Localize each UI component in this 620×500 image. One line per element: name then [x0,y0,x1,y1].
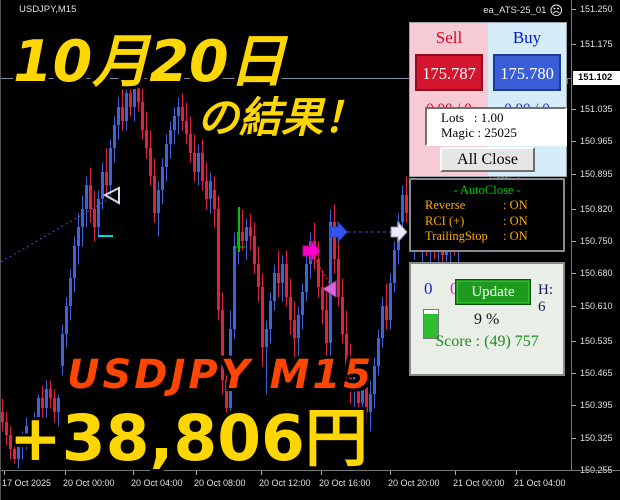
price-tick [572,141,576,142]
update-button[interactable]: Update [455,279,531,305]
time-tick [516,471,517,475]
overlay-title-result: の結果！ [197,93,366,142]
price-tick [572,109,576,110]
reverse-label: Reverse [425,198,466,212]
price-tick [572,306,576,307]
time-tick [133,471,134,475]
price-tick-label: 150.395 [580,399,613,410]
price-tick [572,44,576,45]
progress-percent-label: 9 % [474,311,500,328]
price-axis[interactable]: 151.102 151.250 151.175 151.035 150.965 150.… [571,0,620,475]
price-tick-label: 151.175 [580,38,613,49]
reverse-value: : ON [503,198,528,212]
price-tick-label: 150.750 [580,235,613,246]
price-tick [572,273,576,274]
score-label: Score : (49) 757 [435,333,539,350]
time-tick-label: 20 Oct 00:00 [63,478,115,488]
price-tick [572,241,576,242]
h-counter-label: H: 6 [538,282,553,315]
counter-magenta: 0 [450,279,459,299]
magic-line: Magic : 25025 [441,125,517,140]
update-panel: 0 0 Update H: 6 9 % Score : (49) 757 [409,262,565,376]
sell-price-button[interactable]: 175.787 [415,54,483,91]
ea-name-text: ea_ATS-25_01 [483,5,547,16]
price-tick-label: 150.965 [580,135,613,146]
time-tick [321,471,322,475]
time-axis[interactable]: 17 Oct 2025 20 Oct 00:00 20 Oct 04:00 20 Oc… [1,470,620,500]
overlay-profit-banner: +38,806円 [9,402,368,475]
price-tick-label: 150.820 [580,203,613,214]
buy-header: Buy [512,28,542,47]
time-tick-label: 17 Oct 2025 [2,478,52,488]
counter-blue: 0 [424,279,433,298]
time-tick [390,471,391,475]
time-tick-label: 20 Oct 20:00 [388,478,440,488]
time-tick [455,471,456,475]
price-tick [572,209,576,210]
price-tick-label: 150.680 [580,267,613,278]
time-tick-label: 20 Oct 16:00 [319,478,371,488]
time-tick [65,471,66,475]
ea-name-label: ea_ATS-25_01 ☹ [483,3,563,18]
price-tick-label: 150.325 [580,432,613,443]
price-tick-label: 150.255 [580,464,613,475]
time-tick-label: 20 Oct 04:00 [131,478,183,488]
autoclose-heading: - AutoClose - [453,183,521,197]
price-tick-label: 150.465 [580,367,613,378]
rci-value: : ON [503,213,528,228]
autoclose-row-rci: RCI (+) : ON [411,214,563,230]
time-tick [196,471,197,475]
progress-bar [423,309,439,339]
trailingstop-value: : ON [503,229,528,243]
price-tick-label: 150.610 [580,300,613,311]
current-price-tag: 151.102 [573,71,620,85]
overlay-title-date: 10月20日 [13,29,286,95]
all-close-button[interactable]: All Close [440,147,535,172]
buy-price-button[interactable]: 175.780 [493,54,561,91]
rci-label: RCI (+) [425,213,465,228]
autoclose-row-reverse: Reverse : ON [411,198,563,214]
price-tick-label: 151.250 [580,3,613,14]
symbol-period-label: USDJPY,M15 [19,4,77,15]
time-tick-label: 21 Oct 04:00 [514,478,566,488]
price-tick [572,9,576,10]
lots-magic-box: Lots : 1.00 Magic : 25025 [425,107,567,146]
overlay-symbol-banner: USDJPY M15 [67,352,375,398]
price-tick-label: 150.535 [580,335,613,346]
time-tick-label: 20 Oct 08:00 [194,478,246,488]
time-tick [4,471,5,475]
trailingstop-label: TrailingStop [425,229,488,243]
sell-header: Sell [435,28,463,47]
price-tick [572,438,576,439]
price-tick [572,341,576,342]
lots-line: Lots : 1.00 [441,110,504,125]
price-tick-label: 151.035 [580,103,613,114]
time-tick-label: 21 Oct 00:00 [453,478,505,488]
price-tick [572,405,576,406]
trade-panel: Sell 175.787 0.00 / 0 Buy 175.780 0.00 /… [409,22,567,177]
price-tick [572,174,576,175]
progress-bar-fill [424,313,438,338]
price-tick-label: 150.895 [580,168,613,179]
autoclose-row-trailingstop: TrailingStop : ON [411,229,563,245]
price-tick [572,373,576,374]
time-tick-label: 20 Oct 12:00 [259,478,311,488]
time-tick [261,471,262,475]
autoclose-panel: - AutoClose - Reverse : ON RCI (+) : ON … [409,178,565,252]
ea-status-sad-face-icon[interactable]: ☹ [549,3,563,18]
